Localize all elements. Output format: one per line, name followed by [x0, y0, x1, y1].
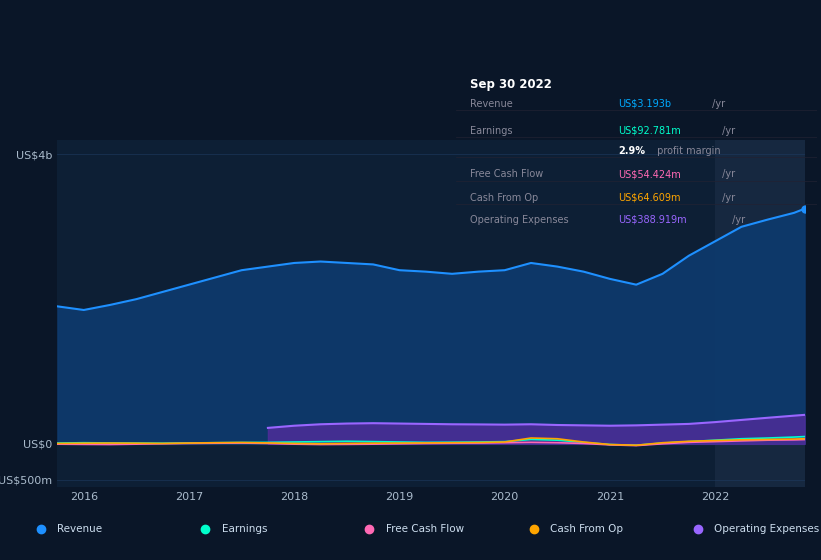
Text: /yr: /yr: [709, 99, 726, 109]
Text: Operating Expenses: Operating Expenses: [470, 214, 569, 225]
Text: 2.9%: 2.9%: [618, 146, 645, 156]
Text: Sep 30 2022: Sep 30 2022: [470, 78, 552, 91]
Text: /yr: /yr: [719, 125, 736, 136]
Text: /yr: /yr: [730, 214, 745, 225]
Text: US$54.424m: US$54.424m: [618, 169, 681, 179]
Text: Operating Expenses: Operating Expenses: [714, 524, 819, 534]
Text: Revenue: Revenue: [470, 99, 513, 109]
Text: US$64.609m: US$64.609m: [618, 193, 681, 203]
Text: Free Cash Flow: Free Cash Flow: [470, 169, 544, 179]
Text: US$92.781m: US$92.781m: [618, 125, 681, 136]
Text: Cash From Op: Cash From Op: [550, 524, 623, 534]
Text: Earnings: Earnings: [470, 125, 512, 136]
Text: Earnings: Earnings: [222, 524, 267, 534]
Text: /yr: /yr: [719, 169, 736, 179]
Text: US$388.919m: US$388.919m: [618, 214, 687, 225]
Text: US$3.193b: US$3.193b: [618, 99, 672, 109]
Text: profit margin: profit margin: [654, 146, 721, 156]
Text: Revenue: Revenue: [57, 524, 103, 534]
Text: /yr: /yr: [719, 193, 736, 203]
Text: Free Cash Flow: Free Cash Flow: [386, 524, 464, 534]
Text: Cash From Op: Cash From Op: [470, 193, 539, 203]
Bar: [715, 140, 815, 487]
